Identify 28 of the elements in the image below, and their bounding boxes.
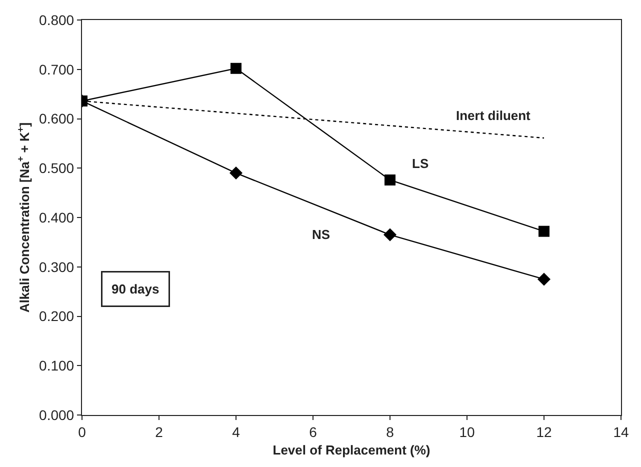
point: [384, 174, 396, 186]
x-axis-title: Level of Replacement (%): [272, 442, 430, 458]
x-tick-label: 12: [536, 424, 552, 440]
x-tick-label: 10: [459, 424, 475, 440]
series-label: Inert diluent: [456, 108, 532, 123]
x-tick-label: 14: [613, 424, 629, 440]
y-tick-label: 0.200: [39, 308, 74, 324]
y-tick-label: 0.400: [39, 209, 74, 226]
point: [230, 62, 242, 74]
x-tick-label: 2: [155, 424, 164, 440]
point: [384, 228, 396, 242]
series-label: NS: [312, 227, 330, 242]
y-tick-label: 0.600: [39, 110, 74, 127]
x-tick-label: 0: [78, 424, 86, 440]
point: [538, 226, 550, 237]
x-tick-label: 6: [309, 424, 318, 440]
annotation: 90 days: [112, 282, 160, 296]
x-tick-label: 4: [232, 424, 240, 440]
series-label: LS: [412, 156, 429, 171]
y-tick-label: 0.700: [39, 61, 74, 78]
y-tick-label: 0.300: [39, 258, 74, 275]
y-tick-label: 0.500: [39, 160, 74, 176]
y-tick-label: 0.800: [39, 12, 74, 28]
x-tick-label: 8: [386, 424, 394, 440]
point: [230, 166, 242, 180]
point: [538, 272, 550, 286]
y-tick-label: 0.000: [39, 406, 74, 423]
y-tick-label: 0.100: [39, 358, 74, 374]
